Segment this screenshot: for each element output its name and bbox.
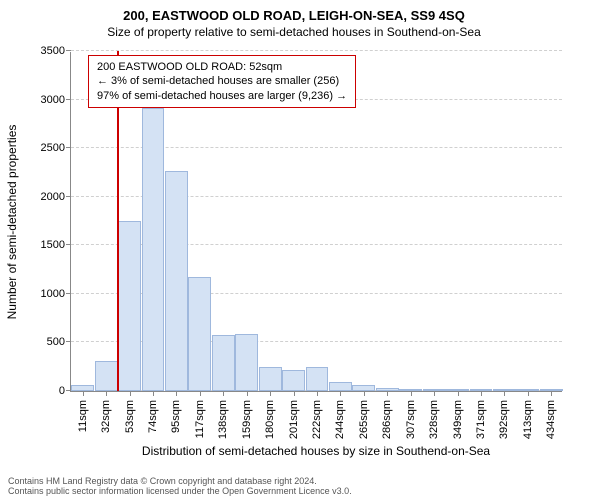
xtick-label: 32sqm bbox=[100, 397, 112, 433]
histogram-bar bbox=[212, 335, 235, 391]
histogram-bar bbox=[165, 171, 188, 391]
xtick-label: 159sqm bbox=[241, 397, 253, 439]
xtick-mark bbox=[481, 391, 482, 396]
xtick-label: 413sqm bbox=[522, 397, 534, 439]
xtick-label: 328sqm bbox=[428, 397, 440, 439]
chart-title: 200, EASTWOOD OLD ROAD, LEIGH-ON-SEA, SS… bbox=[8, 8, 580, 23]
y-axis-label: Number of semi-detached properties bbox=[5, 125, 19, 320]
xtick-mark bbox=[176, 391, 177, 396]
xtick-mark bbox=[434, 391, 435, 396]
footer-line-2: Contains public sector information licen… bbox=[8, 486, 352, 496]
ytick-label: 0 bbox=[59, 385, 71, 397]
histogram-bar bbox=[329, 382, 352, 391]
histogram-bar bbox=[118, 221, 141, 391]
ytick-label: 500 bbox=[47, 336, 71, 348]
footer-line-1: Contains HM Land Registry data © Crown c… bbox=[8, 476, 352, 486]
xtick-label: 180sqm bbox=[264, 397, 276, 439]
ytick-label: 3000 bbox=[41, 94, 71, 106]
xtick-mark bbox=[106, 391, 107, 396]
histogram-bar bbox=[306, 367, 329, 391]
xtick-label: 371sqm bbox=[475, 397, 487, 439]
xtick-label: 117sqm bbox=[194, 397, 206, 438]
xtick-mark bbox=[200, 391, 201, 396]
xtick-mark bbox=[458, 391, 459, 396]
xtick-mark bbox=[387, 391, 388, 396]
ytick-label: 3500 bbox=[41, 45, 71, 57]
xtick-mark bbox=[504, 391, 505, 396]
xtick-label: 434sqm bbox=[545, 397, 557, 439]
ytick-label: 2500 bbox=[41, 142, 71, 154]
xtick-label: 53sqm bbox=[124, 397, 136, 433]
histogram-bar bbox=[142, 108, 165, 391]
xtick-label: 286sqm bbox=[381, 397, 393, 439]
xtick-mark bbox=[294, 391, 295, 396]
ytick-label: 1000 bbox=[41, 288, 71, 300]
xtick-label: 138sqm bbox=[217, 397, 229, 439]
histogram-bar bbox=[188, 277, 211, 391]
histogram-bar bbox=[235, 334, 258, 391]
x-axis-label: Distribution of semi-detached houses by … bbox=[142, 444, 490, 458]
xtick-mark bbox=[411, 391, 412, 396]
xtick-label: 265sqm bbox=[358, 397, 370, 439]
footer: Contains HM Land Registry data © Crown c… bbox=[8, 476, 352, 496]
xtick-mark bbox=[223, 391, 224, 396]
xtick-label: 392sqm bbox=[498, 397, 510, 439]
chart-container: 200, EASTWOOD OLD ROAD, LEIGH-ON-SEA, SS… bbox=[0, 0, 600, 500]
annotation-line-3: 97% of semi-detached houses are larger (… bbox=[97, 89, 347, 103]
xtick-mark bbox=[153, 391, 154, 396]
xtick-label: 349sqm bbox=[452, 397, 464, 439]
xtick-mark bbox=[340, 391, 341, 396]
xtick-label: 74sqm bbox=[147, 397, 159, 433]
xtick-mark bbox=[528, 391, 529, 396]
ytick-label: 1500 bbox=[41, 239, 71, 251]
xtick-mark bbox=[270, 391, 271, 396]
annotation-line-2: ← 3% of semi-detached houses are smaller… bbox=[97, 74, 347, 88]
xtick-mark bbox=[364, 391, 365, 396]
histogram-bar bbox=[95, 361, 118, 391]
xtick-label: 244sqm bbox=[334, 397, 346, 439]
xtick-mark bbox=[130, 391, 131, 396]
chart-subtitle: Size of property relative to semi-detach… bbox=[8, 25, 580, 39]
xtick-label: 95sqm bbox=[170, 397, 182, 433]
xtick-mark bbox=[247, 391, 248, 396]
gridline bbox=[71, 50, 562, 51]
annotation-box: 200 EASTWOOD OLD ROAD: 52sqm ← 3% of sem… bbox=[88, 55, 356, 108]
histogram-bar bbox=[259, 367, 282, 391]
xtick-label: 222sqm bbox=[311, 397, 323, 439]
ytick-label: 2000 bbox=[41, 191, 71, 203]
histogram-bar bbox=[282, 370, 305, 391]
xtick-mark bbox=[83, 391, 84, 396]
xtick-mark bbox=[551, 391, 552, 396]
annotation-line-1: 200 EASTWOOD OLD ROAD: 52sqm bbox=[97, 60, 347, 74]
xtick-label: 11sqm bbox=[77, 397, 89, 432]
xtick-label: 307sqm bbox=[405, 397, 417, 439]
xtick-label: 201sqm bbox=[288, 397, 300, 439]
xtick-mark bbox=[317, 391, 318, 396]
